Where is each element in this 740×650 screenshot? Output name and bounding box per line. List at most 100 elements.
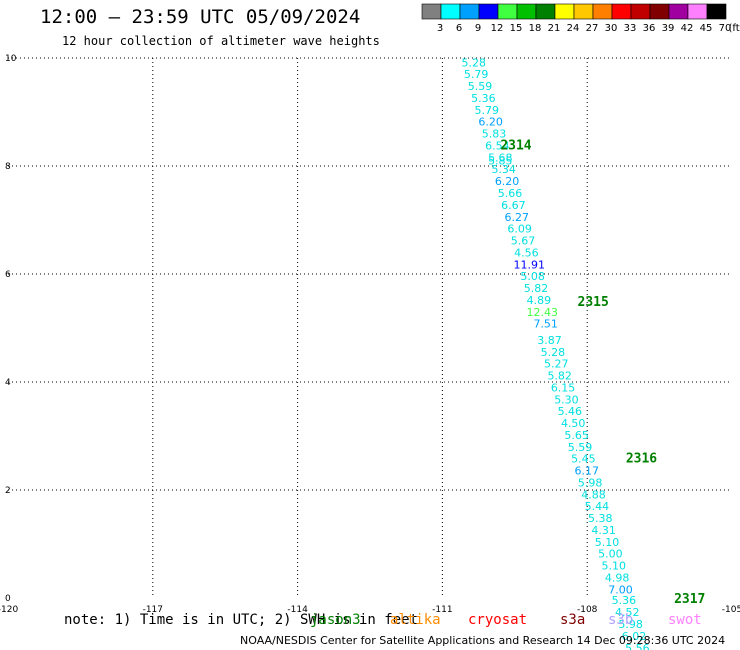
legend-swatch xyxy=(611,3,632,20)
legend-swatch-label: 24 xyxy=(567,23,580,34)
legend-swatch xyxy=(421,3,442,20)
data-value: 6.20 xyxy=(478,116,503,129)
legend-swatch-label: 9 xyxy=(475,23,481,34)
footer-note: note: 1) Time is in UTC; 2) SWH is in fe… xyxy=(64,612,419,628)
satellite-legend-cryosat: cryosat xyxy=(468,612,528,628)
data-value: 5.59 xyxy=(468,80,493,93)
legend-swatch xyxy=(668,3,689,20)
legend-swatch-label: 18 xyxy=(529,23,542,34)
y-tick-label: 8 xyxy=(5,162,11,172)
y-tick-label: 10 xyxy=(5,54,17,64)
data-value: 11.91 xyxy=(514,258,546,271)
data-value: 5.66 xyxy=(498,187,523,200)
data-value: 5.34 xyxy=(491,163,516,176)
data-value: 5.59 xyxy=(568,441,593,454)
data-value: 6.15 xyxy=(551,381,576,394)
legend-swatch-label: 6 xyxy=(456,23,462,34)
data-value: 4.52 xyxy=(615,606,640,619)
legend-swatch xyxy=(516,3,537,20)
chart-title: 12:00 – 23:59 UTC 05/09/2024 xyxy=(40,6,361,28)
legend-swatch-label: 15 xyxy=(510,23,523,34)
data-value: 4.88 xyxy=(581,488,606,501)
data-value: 5.98 xyxy=(578,476,603,489)
x-tick-label: -120 xyxy=(0,605,18,615)
data-value: 12.43 xyxy=(527,306,559,319)
legend-swatch xyxy=(440,3,461,20)
data-value: 6.17 xyxy=(574,465,599,478)
data-value: 7.00 xyxy=(608,583,633,596)
data-value: 5.45 xyxy=(571,453,596,466)
track-label: 2317 xyxy=(674,592,705,607)
data-value: 6.09 xyxy=(507,223,532,236)
footer-credit: NOAA/NESDIS Center for Satellite Applica… xyxy=(240,634,726,647)
data-value: 6.20 xyxy=(495,175,520,188)
y-tick-label: 2 xyxy=(5,486,11,496)
data-value: 4.56 xyxy=(514,246,539,259)
satellite-legend-swot: swot xyxy=(668,612,702,628)
legend-swatch-label: 36 xyxy=(643,23,656,34)
data-value: 5.79 xyxy=(464,68,489,81)
legend-swatch xyxy=(649,3,670,20)
legend-unit-label: (ft) xyxy=(728,23,740,34)
data-value: 5.85 xyxy=(488,155,513,168)
data-value: 5.10 xyxy=(601,560,626,573)
x-tick-label: -111 xyxy=(432,605,452,615)
y-tick-label: 4 xyxy=(5,378,11,388)
legend-swatch-label: 3 xyxy=(437,23,443,34)
satellite-legend-altika: altika xyxy=(390,612,441,628)
track-label: 2315 xyxy=(578,295,609,310)
satellite-legend-jason3: jason3 xyxy=(310,612,361,628)
y-tick-label: 0 xyxy=(5,594,11,604)
data-value: 5.67 xyxy=(511,235,536,248)
track-label: 2316 xyxy=(626,452,657,467)
data-value: 5.82 xyxy=(524,282,549,295)
data-value: 3.87 xyxy=(537,334,562,347)
x-tick-label: -114 xyxy=(287,605,308,615)
legend-swatch xyxy=(478,3,499,20)
y-tick-label: 6 xyxy=(5,270,11,280)
data-value: 5.36 xyxy=(612,594,637,607)
legend-swatch xyxy=(706,3,727,20)
data-value: 5.36 xyxy=(471,92,496,105)
data-value: 5.08 xyxy=(520,270,545,283)
chart-subtitle: 12 hour collection of altimeter wave hei… xyxy=(62,34,380,48)
data-value: 4.98 xyxy=(605,571,630,584)
data-value: 5.82 xyxy=(547,370,572,383)
data-value: 5.00 xyxy=(598,548,623,561)
data-value: 5.56 xyxy=(625,642,650,650)
x-tick-label: -105 xyxy=(722,605,740,615)
legend-swatch-label: 33 xyxy=(624,23,637,34)
data-value: 5.38 xyxy=(588,512,613,525)
satellite-legend-s3a: s3a xyxy=(560,612,586,628)
legend-swatch-label: 27 xyxy=(586,23,599,34)
data-value: 7.51 xyxy=(533,318,558,331)
data-value: 5.46 xyxy=(558,405,583,418)
legend-swatch-label: 21 xyxy=(548,23,561,34)
data-value: 4.89 xyxy=(527,294,552,307)
data-value: 6.27 xyxy=(504,211,529,224)
data-value: 5.83 xyxy=(482,128,507,141)
legend-swatch xyxy=(535,3,556,20)
data-value: 5.10 xyxy=(595,536,620,549)
legend-swatch-label: 12 xyxy=(491,23,504,34)
data-value: 5.28 xyxy=(541,346,566,359)
legend-swatch-label: 30 xyxy=(605,23,618,34)
track-label: 2314 xyxy=(500,138,531,153)
data-value: 5.98 xyxy=(618,618,643,631)
legend-swatch xyxy=(497,3,518,20)
data-value: 5.65 xyxy=(564,429,589,442)
legend-swatch xyxy=(630,3,651,20)
legend-swatch xyxy=(592,3,613,20)
legend-swatch-label: 45 xyxy=(700,23,713,34)
data-value: 5.68 xyxy=(488,151,513,164)
data-value: 5.28 xyxy=(462,56,487,69)
legend-swatch xyxy=(459,3,480,20)
legend-swatch-label: 42 xyxy=(681,23,694,34)
legend-swatch-label: 39 xyxy=(662,23,675,34)
data-value: 5.79 xyxy=(475,104,500,117)
data-value: 5.27 xyxy=(544,358,569,371)
legend-swatch xyxy=(554,3,575,20)
data-value: 6.02 xyxy=(622,630,647,643)
data-value: 5.30 xyxy=(554,393,579,406)
